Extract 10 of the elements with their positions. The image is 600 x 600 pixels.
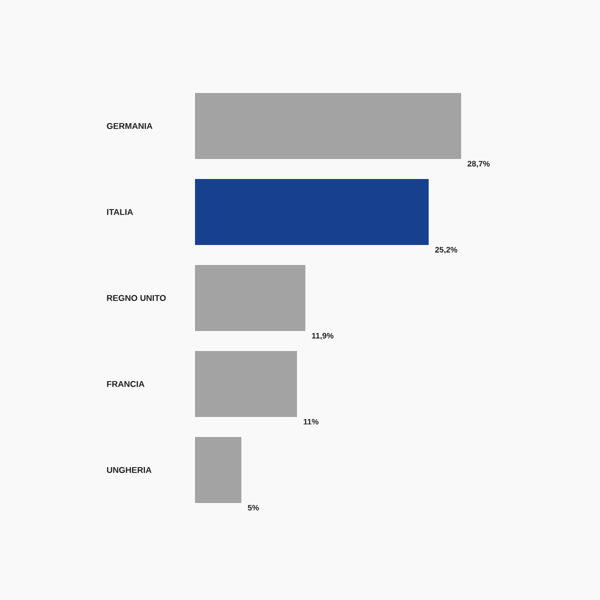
y-tick-label: GERMANIA [106,123,152,129]
y-tick-label: UNGHERIA [107,467,152,473]
y-tick-label: REGNO UNITO [107,295,166,301]
bar [195,351,298,417]
y-tick-label: ITALIA [107,209,133,215]
y-tick-label: FRANCIA [107,381,144,387]
bar [195,437,242,503]
bar [195,179,429,245]
bar [195,265,306,331]
bar [195,93,462,159]
